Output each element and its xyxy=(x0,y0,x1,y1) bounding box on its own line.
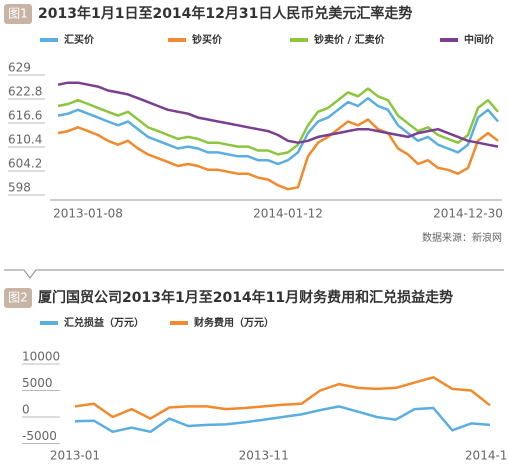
y-tick-label: 610.4 xyxy=(8,133,42,147)
y-tick-label: 629 xyxy=(8,61,31,75)
x-tick-label: 2014-11 xyxy=(465,449,508,463)
badge: 图2 xyxy=(8,291,28,305)
series-line xyxy=(57,96,499,166)
y-tick-label: 598 xyxy=(8,181,31,195)
series-line xyxy=(57,87,499,156)
chart-title: 厦门国贸公司2013年1月至2014年11月财务费用和汇兑损益走势 xyxy=(38,289,453,306)
source: 数据来源：新浪网 xyxy=(422,231,502,244)
badge-bg xyxy=(4,4,32,24)
series-line xyxy=(57,118,499,191)
x-tick-label: 2013-01-08 xyxy=(53,207,123,221)
legend-label: 汇兑损益（万元） xyxy=(64,316,144,329)
y-tick-label: 616.6 xyxy=(8,109,42,123)
y-tick-label: -5000 xyxy=(22,429,57,443)
legend-label: 财务费用（万元） xyxy=(193,316,274,329)
y-tick-label: 604.2 xyxy=(8,157,42,171)
series-line xyxy=(57,81,499,148)
legend-label: 中间价 xyxy=(464,33,495,46)
x-tick-label: 2013-01 xyxy=(50,449,100,463)
y-tick-label: 10000 xyxy=(22,350,60,364)
badge-bg xyxy=(4,288,32,308)
badge: 图1 xyxy=(8,7,28,21)
legend-label: 汇买价 xyxy=(64,33,95,46)
legend-label: 钞卖价 / 汇卖价 xyxy=(314,33,386,46)
chart-title: 2013年1月1日至2014年12月31日人民币兑美元汇率走势 xyxy=(38,5,412,22)
y-tick-label: 622.8 xyxy=(8,85,42,99)
series-line xyxy=(74,376,491,420)
y-tick-label: 0 xyxy=(22,403,30,417)
legend-label: 钞买价 xyxy=(192,33,223,46)
x-tick-label: 2014-12-30 xyxy=(433,207,503,221)
x-tick-label: 2013-11 xyxy=(239,449,289,463)
series-line xyxy=(74,405,491,434)
divider xyxy=(4,269,504,279)
x-tick-label: 2014-01-12 xyxy=(253,207,323,221)
y-tick-label: 5000 xyxy=(22,376,53,390)
